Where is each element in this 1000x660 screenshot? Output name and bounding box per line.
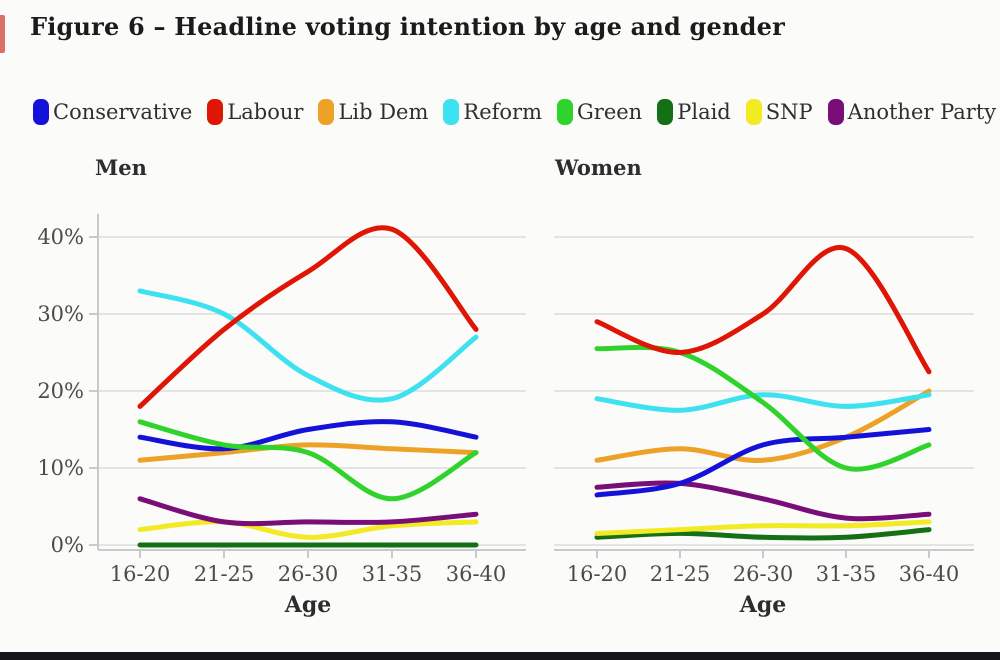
legend-label: Plaid	[677, 100, 731, 124]
legend-label: SNP	[765, 100, 813, 124]
x-tick-label: 36-40	[446, 562, 507, 586]
bottom-bar	[0, 652, 1000, 660]
y-tick-label: 40%	[37, 225, 84, 249]
men-line-lib-dem	[137, 442, 479, 463]
women-line-conservative	[594, 427, 932, 498]
legend-item-conservative: Conservative	[33, 99, 192, 125]
chart-legend: Conservative Labour Lib Dem Reform Green Plai…	[33, 99, 996, 125]
legend-swatch-icon	[443, 99, 460, 125]
legend-item-green: Green	[557, 99, 642, 125]
y-tick-label: 10%	[37, 456, 84, 480]
figure-title: Figure 6 – Headline voting intention by …	[30, 12, 785, 41]
legend-item-lib-dem: Lib Dem	[318, 99, 428, 125]
legend-item-reform: Reform	[443, 99, 542, 125]
men-line-green	[137, 419, 479, 502]
legend-swatch-icon	[207, 99, 224, 125]
men-chart: 0% 10% 20% 30% 40% 16-20 21-25 26-30 31-35 36-40 A…	[37, 213, 526, 618]
legend-label: Conservative	[53, 100, 193, 124]
legend-item-plaid: Plaid	[657, 99, 731, 125]
y-tick-label: 0%	[51, 533, 84, 557]
legend-label: Green	[577, 100, 643, 124]
legend-swatch-icon	[827, 99, 844, 125]
women-line-another-party	[594, 480, 932, 522]
men-line-reform	[137, 288, 479, 403]
x-tick-label: 16-20	[567, 562, 628, 586]
men-line-another-party	[137, 496, 479, 527]
women-line-lib-dem	[594, 388, 932, 463]
x-tick-label: 21-25	[650, 562, 711, 586]
x-tick-label: 21-25	[194, 562, 255, 586]
women-line-plaid	[594, 527, 932, 541]
y-tick-label: 30%	[37, 302, 84, 326]
page-edge-red-mark	[0, 15, 5, 53]
legend-item-labour: Labour	[207, 99, 303, 125]
y-tick-label: 20%	[37, 379, 84, 403]
women-chart: 16-20 21-25 26-30 31-35 36-40 Age	[554, 236, 974, 618]
legend-label: Labour	[227, 100, 304, 124]
women-panel-title: Women	[555, 155, 642, 180]
legend-swatch-icon	[318, 99, 335, 125]
women-line-reform	[594, 392, 932, 413]
legend-swatch-icon	[33, 99, 49, 125]
legend-swatch-icon	[557, 99, 574, 125]
women-line-snp	[594, 519, 932, 536]
men-panel-title: Men	[95, 155, 147, 180]
legend-label: Lib Dem	[338, 100, 429, 124]
legend-swatch-icon	[745, 99, 762, 125]
women-x-axis-title: Age	[739, 592, 786, 618]
x-tick-label: 36-40	[899, 562, 960, 586]
x-tick-label: 31-35	[362, 562, 423, 586]
x-tick-label: 26-30	[733, 562, 794, 586]
men-line-snp	[137, 519, 479, 540]
x-tick-label: 31-35	[816, 562, 877, 586]
men-x-axis-title: Age	[284, 592, 331, 618]
men-line-labour	[137, 225, 479, 409]
men-line-conservative	[137, 419, 479, 452]
x-tick-label: 26-30	[278, 562, 339, 586]
legend-label: Another Party	[847, 100, 997, 124]
legend-swatch-icon	[657, 99, 674, 125]
legend-item-another-party: Another Party	[827, 99, 997, 125]
x-tick-label: 16-20	[110, 562, 171, 586]
women-line-labour	[594, 245, 932, 375]
legend-item-snp: SNP	[745, 99, 813, 125]
legend-label: Reform	[463, 100, 543, 124]
